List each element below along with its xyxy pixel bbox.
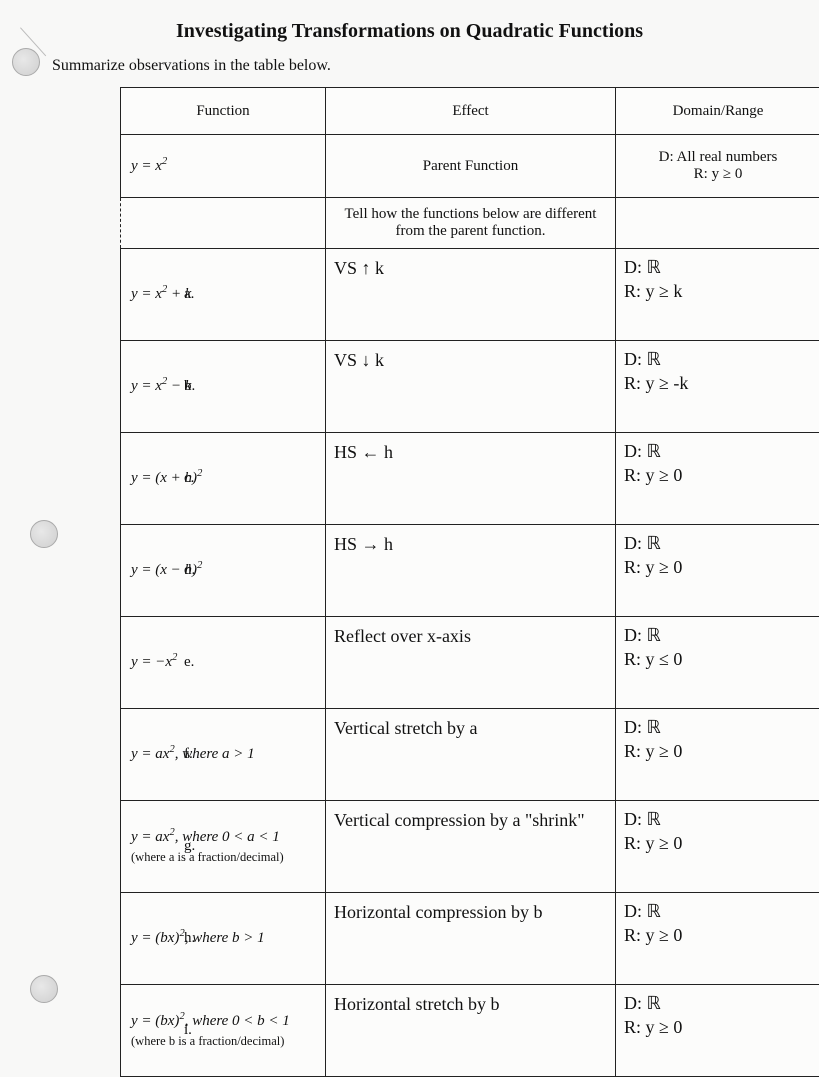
parent-function-row: y = x2 Parent Function D: All real numbe… <box>121 135 819 198</box>
effect-cell: Horizontal stretch by b <box>326 985 616 1077</box>
function-cell: y = x2 − k <box>121 341 326 433</box>
domain-range-cell: D: ℝR: y ≥ 0 <box>616 985 819 1077</box>
function-cell: y = (bx)2, where 0 < b < 1(where b is a … <box>121 985 326 1077</box>
function-cell: y = −x2 <box>121 617 326 709</box>
blank-cell <box>121 198 326 249</box>
header-function: Function <box>121 88 326 135</box>
header-effect: Effect <box>326 88 616 135</box>
domain-range-cell: D: ℝR: y ≥ 0 <box>616 801 819 893</box>
instruction-row: Tell how the functions below are differe… <box>121 198 819 249</box>
domain-range-cell: D: ℝR: y ≥ 0 <box>616 433 819 525</box>
page-title: Investigating Transformations on Quadrat… <box>0 20 819 43</box>
header-row: Function Effect Domain/Range <box>121 88 819 135</box>
table-row: y = x2 − kVS ↓ kD: ℝR: y ≥ -k <box>121 341 819 433</box>
domain-range-cell: D: ℝR: y ≥ -k <box>616 341 819 433</box>
function-cell: y = ax2, where a > 1 <box>121 709 326 801</box>
instruction-cell: Tell how the functions below are differe… <box>326 198 616 249</box>
effect-cell: VS ↑ k <box>326 249 616 341</box>
effect-cell: Vertical stretch by a <box>326 709 616 801</box>
parent-domain-range: D: All real numbers R: y ≥ 0 <box>616 135 819 198</box>
table-row: y = (bx)2, where 0 < b < 1(where b is a … <box>121 985 819 1077</box>
table-row: y = (x − h)2HS → hD: ℝR: y ≥ 0 <box>121 525 819 617</box>
effect-cell: Reflect over x-axis <box>326 617 616 709</box>
effect-cell: HS ← h <box>326 433 616 525</box>
row-label: d. <box>184 562 195 579</box>
worksheet-page: Investigating Transformations on Quadrat… <box>0 0 819 1077</box>
table-row: y = ax2, where a > 1Vertical stretch by … <box>121 709 819 801</box>
row-label: c. <box>184 470 194 487</box>
domain-range-cell: D: ℝR: y ≥ 0 <box>616 525 819 617</box>
function-cell: y = (x − h)2 <box>121 525 326 617</box>
function-cell: y = ax2, where 0 < a < 1(where a is a fr… <box>121 801 326 893</box>
table-row: y = (x + h)2HS ← hD: ℝR: y ≥ 0 <box>121 433 819 525</box>
domain-range-cell: D: ℝR: y ≥ 0 <box>616 709 819 801</box>
row-label: a. <box>184 286 194 303</box>
effect-cell: Horizontal compression by b <box>326 893 616 985</box>
function-cell: y = x2 + k <box>121 249 326 341</box>
header-domain-range: Domain/Range <box>616 88 819 135</box>
table-row: y = −x2Reflect over x-axisD: ℝR: y ≤ 0 <box>121 617 819 709</box>
row-label: f. <box>184 746 193 763</box>
effect-cell: VS ↓ k <box>326 341 616 433</box>
domain-range-cell: D: ℝR: y ≤ 0 <box>616 617 819 709</box>
function-cell: y = (bx)2, where b > 1 <box>121 893 326 985</box>
row-label: i. <box>184 1022 192 1039</box>
row-label: b. <box>184 378 195 395</box>
effect-cell: HS → h <box>326 525 616 617</box>
table-row: y = ax2, where 0 < a < 1(where a is a fr… <box>121 801 819 893</box>
parent-effect: Parent Function <box>326 135 616 198</box>
domain-range-cell: D: ℝR: y ≥ 0 <box>616 893 819 985</box>
table-row: y = (bx)2, where b > 1Horizontal compres… <box>121 893 819 985</box>
blank-cell <box>616 198 819 249</box>
page-subtitle: Summarize observations in the table belo… <box>52 57 819 75</box>
domain-range-cell: D: ℝR: y ≥ k <box>616 249 819 341</box>
table-row: y = x2 + kVS ↑ kD: ℝR: y ≥ k <box>121 249 819 341</box>
parent-function: y = x2 <box>121 135 326 198</box>
row-label: g. <box>184 838 195 855</box>
function-cell: y = (x + h)2 <box>121 433 326 525</box>
effect-cell: Vertical compression by a "shrink" <box>326 801 616 893</box>
transformations-table: Function Effect Domain/Range y = x2 Pare… <box>120 87 819 1077</box>
row-label: e. <box>184 654 194 671</box>
row-label: h. <box>184 930 195 947</box>
